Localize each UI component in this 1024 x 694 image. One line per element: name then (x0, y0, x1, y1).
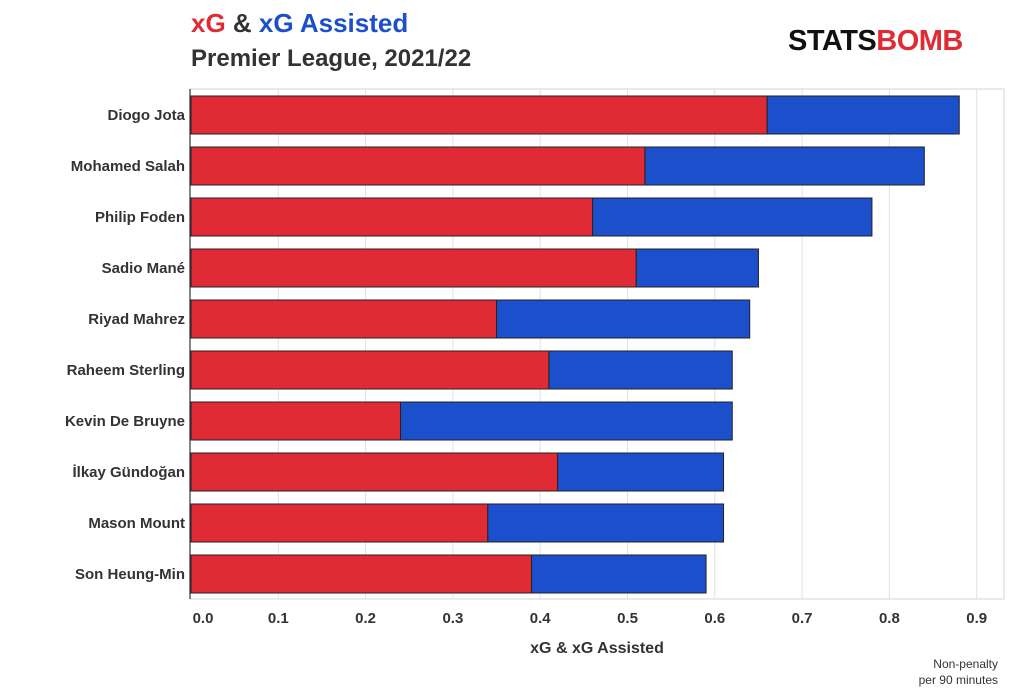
x-tick-label: 0.2 (355, 610, 376, 627)
x-tick-label: 0.1 (268, 610, 289, 627)
y-tick-label: Kevin De Bruyne (65, 413, 185, 430)
bar-xga (548, 350, 733, 390)
y-tick-label: Mohamed Salah (71, 158, 185, 175)
title-xga: xG Assisted (258, 8, 409, 38)
footnote-line1: Non-penalty (933, 657, 998, 671)
chart-subtitle: Premier League, 2021/22 (191, 45, 472, 72)
y-tick-label: Sadio Mané (102, 260, 185, 277)
y-tick-label: Son Heung-Min (75, 566, 185, 583)
bar-xga (496, 299, 751, 339)
logo-bomb: BOMB (876, 25, 963, 57)
title-xg: xG (191, 8, 226, 38)
x-tick-label: 0.4 (530, 610, 552, 627)
x-tick-label: 0.5 (617, 610, 638, 627)
bar-xg (190, 248, 637, 288)
statsbomb-logo: STATSBOMB (788, 24, 963, 58)
bar-xga (530, 554, 707, 594)
bar-xg (190, 503, 489, 543)
chart-title: xG & xG Assisted (191, 6, 408, 40)
y-tick-label: Raheem Sterling (67, 362, 185, 379)
x-tick-label: 0.7 (792, 610, 813, 627)
x-tick-label: 0.8 (879, 610, 900, 627)
y-tick-label: Diogo Jota (108, 107, 186, 124)
bar-xga (592, 197, 873, 237)
bar-xga (766, 95, 960, 135)
bar-xg (190, 197, 594, 237)
x-tick-label: 0.0 (193, 610, 214, 627)
y-tick-label: Riyad Mahrez (88, 311, 185, 328)
y-tick-label: İlkay Gündoğan (72, 464, 185, 481)
bar-xga (400, 401, 733, 441)
x-tick-label: 0.6 (704, 610, 725, 627)
x-tick-label: 0.3 (442, 610, 463, 627)
bar-xg (190, 554, 532, 594)
logo-stats: STATS (788, 25, 877, 57)
y-tick-label: Philip Foden (95, 209, 185, 226)
footnote: Non-penalty per 90 minutes (919, 656, 998, 688)
x-tick-label: 0.9 (966, 610, 987, 627)
footnote-line2: per 90 minutes (918, 673, 998, 687)
y-tick-label: Mason Mount (88, 515, 185, 532)
bar-xg (190, 401, 402, 441)
bar-xga (635, 248, 759, 288)
bar-xg (190, 146, 646, 186)
bar-xga (644, 146, 925, 186)
bar-xga (557, 452, 725, 492)
bar-xg (190, 350, 550, 390)
bar-xg (190, 299, 498, 339)
bar-xg (190, 95, 768, 135)
bar-xg (190, 452, 559, 492)
title-ampersand: & (225, 8, 259, 38)
bar-xga (487, 503, 725, 543)
x-axis-label: xG & xG Assisted (530, 640, 664, 657)
